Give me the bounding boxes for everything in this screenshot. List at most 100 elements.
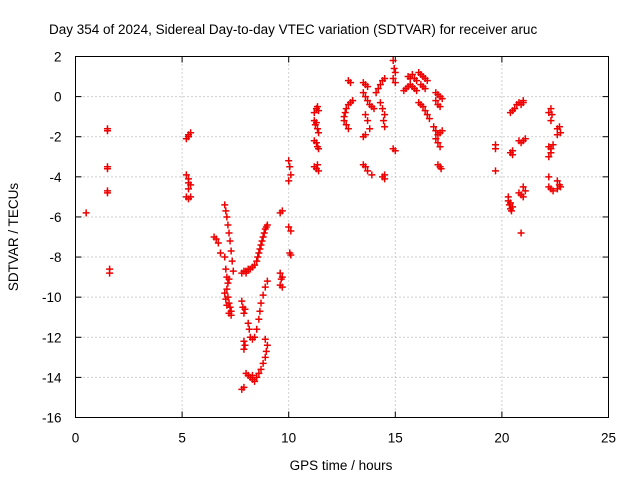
data-point-marker — [436, 143, 444, 151]
data-point-marker — [255, 369, 263, 377]
data-point-marker — [517, 229, 525, 237]
data-point-marker — [547, 117, 555, 125]
data-point-marker — [438, 127, 446, 135]
data-point-marker — [223, 285, 231, 293]
data-point-marker — [361, 111, 369, 119]
data-point-marker — [391, 79, 399, 87]
data-point-marker — [253, 373, 261, 381]
data-point-marker — [228, 257, 236, 265]
data-point-marker — [507, 207, 515, 215]
data-point-marker — [413, 87, 421, 95]
data-point-marker — [545, 153, 553, 161]
data-point-marker — [521, 187, 529, 195]
data-point-marker — [285, 157, 293, 165]
data-point-marker — [364, 83, 372, 91]
data-point-marker — [310, 109, 318, 117]
data-point-marker — [257, 299, 265, 307]
data-point-marker — [342, 121, 350, 129]
data-point-marker — [253, 325, 261, 333]
data-point-marker — [492, 167, 500, 175]
data-point-marker — [421, 85, 429, 93]
y-tick-label: -14 — [42, 370, 62, 385]
data-point-marker — [240, 337, 248, 345]
data-point-marker — [255, 315, 263, 323]
data-point-marker — [286, 163, 294, 171]
data-point-marker — [221, 201, 229, 209]
data-point-marker — [216, 249, 224, 257]
data-point-marker — [223, 301, 231, 309]
data-point-marker — [381, 171, 389, 179]
data-point-marker — [509, 203, 517, 211]
data-point-marker — [408, 71, 416, 79]
data-point-marker — [254, 253, 262, 261]
data-point-marker — [312, 139, 320, 147]
data-point-marker — [225, 275, 233, 283]
data-point-marker — [312, 119, 320, 127]
data-point-marker — [425, 115, 433, 123]
data-point-marker — [261, 335, 269, 343]
data-point-marker — [432, 127, 440, 135]
data-point-marker — [389, 75, 397, 83]
chart-title: Day 354 of 2024, Sidereal Day-to-day VTE… — [49, 22, 537, 37]
data-point-marker — [257, 241, 265, 249]
data-point-marker — [103, 125, 111, 133]
x-axis-label: GPS time / hours — [290, 458, 393, 473]
data-point-marker — [212, 235, 220, 243]
data-point-marker — [224, 221, 232, 229]
data-point-marker — [430, 123, 438, 131]
data-point-marker — [240, 309, 248, 317]
data-point-marker — [238, 297, 246, 305]
data-point-marker — [374, 85, 382, 93]
data-points — [82, 57, 565, 393]
data-point-marker — [225, 229, 233, 237]
data-point-marker — [553, 177, 561, 185]
data-point-marker — [315, 167, 323, 175]
data-point-marker — [227, 247, 235, 255]
data-point-marker — [262, 347, 270, 355]
data-point-marker — [278, 207, 286, 215]
data-point-marker — [492, 145, 500, 153]
data-point-marker — [342, 105, 350, 113]
data-point-marker — [226, 237, 234, 245]
data-point-marker — [368, 171, 376, 179]
data-point-marker — [263, 277, 271, 285]
data-point-marker — [260, 229, 268, 237]
data-point-marker — [381, 75, 389, 83]
data-point-marker — [434, 139, 442, 147]
data-point-marker — [182, 171, 190, 179]
data-point-marker — [223, 213, 231, 221]
data-point-marker — [432, 97, 440, 105]
data-point-marker — [261, 353, 269, 361]
data-point-marker — [240, 345, 248, 353]
data-point-marker — [364, 117, 372, 125]
data-point-marker — [364, 167, 372, 175]
data-point-marker — [259, 233, 267, 241]
y-tick-label: -12 — [42, 330, 62, 345]
data-point-marker — [313, 125, 321, 133]
data-point-marker — [313, 103, 321, 111]
data-point-marker — [381, 123, 389, 131]
data-point-marker — [519, 183, 527, 191]
data-point-marker — [240, 383, 248, 391]
x-tick-label: 0 — [72, 431, 80, 446]
data-point-marker — [256, 307, 264, 315]
data-point-marker — [222, 207, 230, 215]
data-point-marker — [553, 131, 561, 139]
data-point-marker — [315, 145, 323, 153]
data-point-marker — [222, 265, 230, 273]
data-point-marker — [380, 117, 388, 125]
data-point-marker — [376, 99, 384, 107]
data-point-marker — [285, 177, 293, 185]
y-tick-label: -8 — [49, 250, 61, 265]
data-point-marker — [187, 129, 195, 137]
data-point-marker — [361, 131, 369, 139]
data-point-marker — [438, 95, 446, 103]
data-point-marker — [347, 79, 355, 87]
data-point-marker — [390, 65, 398, 73]
data-point-marker — [224, 279, 232, 287]
data-point-marker — [278, 273, 286, 281]
x-tick-label: 5 — [178, 431, 186, 446]
data-point-marker — [376, 81, 384, 89]
data-point-marker — [259, 291, 267, 299]
y-tick-label: 0 — [54, 90, 62, 105]
